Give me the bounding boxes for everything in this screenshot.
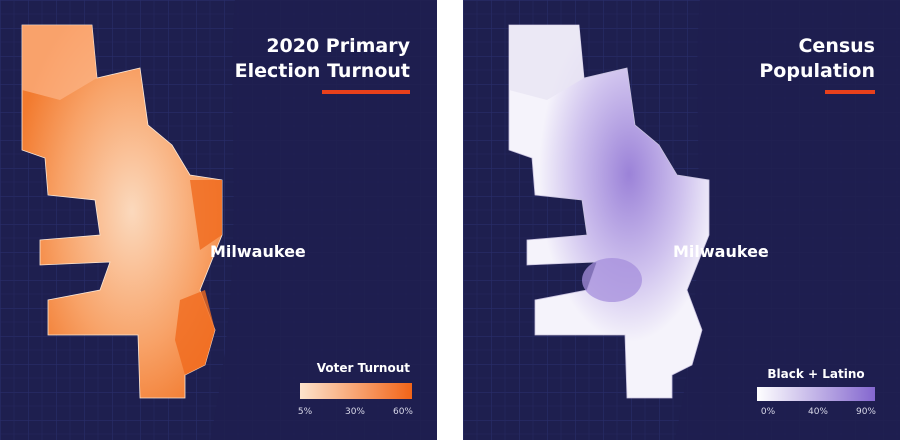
title: 2020 Primary — [266, 35, 410, 57]
legend-tick: 40% — [808, 407, 828, 417]
legend-scale — [300, 383, 412, 399]
legend-tick: 30% — [345, 407, 365, 417]
legend-title: Black + Latino — [767, 367, 864, 381]
legend-tick: 5% — [298, 407, 313, 417]
city-label: Milwaukee — [210, 242, 306, 261]
title: Census — [798, 35, 875, 57]
legend-tick: 90% — [856, 407, 876, 417]
title: Election Turnout — [235, 60, 410, 82]
panel: Census Population Milwaukee Black + Lati… — [463, 0, 900, 440]
panel: 2020 Primary Election Turnout Milwaukee … — [0, 0, 437, 440]
legend-scale — [757, 387, 875, 401]
legend-tick: 0% — [761, 407, 776, 417]
title: Population — [759, 60, 875, 82]
legend-tick: 60% — [393, 407, 413, 417]
legend-title: Voter Turnout — [317, 361, 411, 375]
city-label: Milwaukee — [673, 242, 769, 261]
